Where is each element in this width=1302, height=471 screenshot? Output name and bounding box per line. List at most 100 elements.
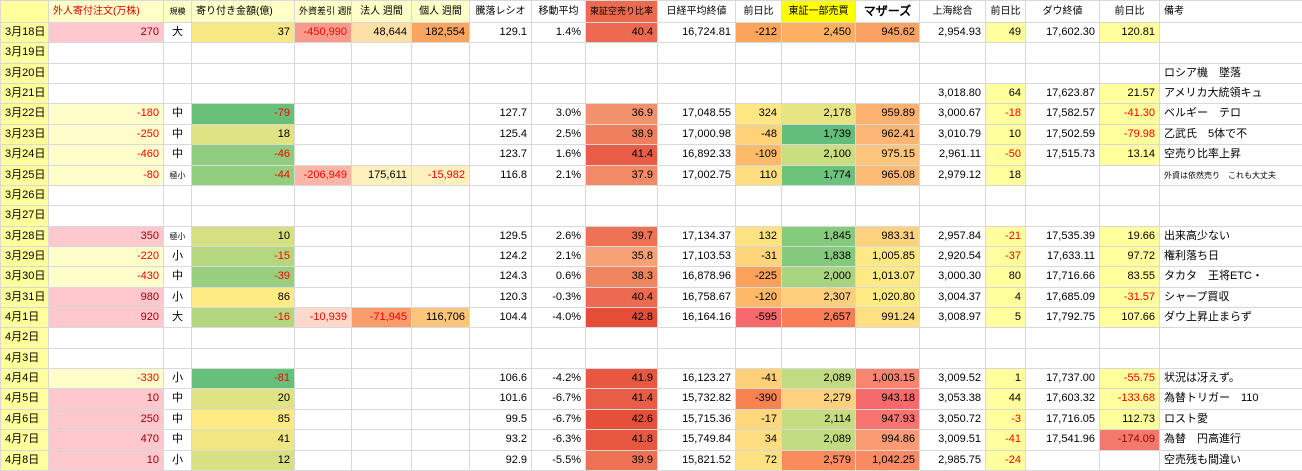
cell[interactable] xyxy=(192,185,295,205)
cell[interactable]: 1,042.25 xyxy=(856,450,920,470)
cell[interactable] xyxy=(782,348,856,368)
date-cell[interactable]: 3月30日 xyxy=(1,267,49,287)
cell[interactable]: 3,050.72 xyxy=(920,409,986,429)
cell[interactable]: 17,134.37 xyxy=(658,226,736,246)
cell[interactable] xyxy=(1100,348,1160,368)
cell[interactable] xyxy=(295,124,352,144)
cell[interactable]: -109 xyxy=(736,145,782,165)
cell[interactable]: 182,554 xyxy=(412,23,470,43)
cell[interactable]: 16,878.96 xyxy=(658,267,736,287)
cell[interactable]: -330 xyxy=(49,369,164,389)
cell[interactable] xyxy=(986,43,1026,63)
cell[interactable]: 44 xyxy=(986,389,1026,409)
cell[interactable]: 極小 xyxy=(164,165,192,185)
cell[interactable]: 20 xyxy=(192,389,295,409)
cell[interactable]: -18 xyxy=(986,104,1026,124)
cell[interactable]: 17,633.11 xyxy=(1026,246,1100,266)
cell[interactable] xyxy=(736,43,782,63)
cell[interactable]: 120.3 xyxy=(470,287,532,307)
cell[interactable]: 125.4 xyxy=(470,124,532,144)
cell[interactable]: 中 xyxy=(164,389,192,409)
cell[interactable]: 10 xyxy=(192,226,295,246)
cell[interactable]: 大 xyxy=(164,308,192,328)
cell[interactable] xyxy=(412,145,470,165)
cell[interactable]: -3 xyxy=(986,409,1026,429)
cell[interactable] xyxy=(295,246,352,266)
cell[interactable]: 72 xyxy=(736,450,782,470)
cell[interactable] xyxy=(412,409,470,429)
cell[interactable] xyxy=(782,328,856,348)
cell[interactable]: 35.8 xyxy=(586,246,658,266)
cell[interactable]: 18 xyxy=(986,165,1026,185)
cell[interactable]: 920 xyxy=(49,308,164,328)
cell[interactable]: 17,002.75 xyxy=(658,165,736,185)
cell[interactable]: 3,000.67 xyxy=(920,104,986,124)
cell[interactable]: -46 xyxy=(192,145,295,165)
cell[interactable]: 116,706 xyxy=(412,308,470,328)
cell[interactable]: 1,845 xyxy=(782,226,856,246)
cell[interactable] xyxy=(736,63,782,83)
cell[interactable] xyxy=(586,348,658,368)
cell[interactable]: -79 xyxy=(192,104,295,124)
cell[interactable] xyxy=(736,206,782,226)
cell[interactable]: 97.72 xyxy=(1100,246,1160,266)
cell[interactable] xyxy=(1100,328,1160,348)
cell[interactable]: -390 xyxy=(736,389,782,409)
cell[interactable]: 2.6% xyxy=(532,226,586,246)
cell[interactable] xyxy=(412,267,470,287)
cell[interactable] xyxy=(1026,63,1100,83)
cell[interactable] xyxy=(782,43,856,63)
cell[interactable]: 17,737.00 xyxy=(1026,369,1100,389)
cell[interactable] xyxy=(1026,165,1100,185)
cell[interactable]: 2,307 xyxy=(782,287,856,307)
cell[interactable]: 2,961.11 xyxy=(920,145,986,165)
cell[interactable]: 15,715.36 xyxy=(658,409,736,429)
date-cell[interactable]: 4月3日 xyxy=(1,348,49,368)
cell[interactable]: 83.55 xyxy=(1100,267,1160,287)
cell[interactable]: 37 xyxy=(192,23,295,43)
cell[interactable] xyxy=(192,206,295,226)
cell[interactable]: 123.7 xyxy=(470,145,532,165)
cell[interactable] xyxy=(412,246,470,266)
cell[interactable]: 112.73 xyxy=(1100,409,1160,429)
cell[interactable] xyxy=(295,185,352,205)
cell[interactable]: 18 xyxy=(192,124,295,144)
cell[interactable]: -31.57 xyxy=(1100,287,1160,307)
cell[interactable] xyxy=(49,84,164,104)
cell[interactable]: 85 xyxy=(192,409,295,429)
cell[interactable]: 17,000.98 xyxy=(658,124,736,144)
cell[interactable] xyxy=(1100,63,1160,83)
cell[interactable]: 1,020.80 xyxy=(856,287,920,307)
cell[interactable] xyxy=(1100,165,1160,185)
cell[interactable]: 2.1% xyxy=(532,165,586,185)
cell[interactable]: 17,792.75 xyxy=(1026,308,1100,328)
cell[interactable]: 962.41 xyxy=(856,124,920,144)
cell[interactable]: 86 xyxy=(192,287,295,307)
cell[interactable]: 2,089 xyxy=(782,369,856,389)
cell[interactable]: 2,450 xyxy=(782,23,856,43)
cell[interactable] xyxy=(49,206,164,226)
cell[interactable]: 40.4 xyxy=(586,23,658,43)
cell[interactable] xyxy=(412,348,470,368)
cell[interactable] xyxy=(1160,185,1302,205)
cell[interactable] xyxy=(352,450,412,470)
cell[interactable] xyxy=(412,104,470,124)
cell[interactable]: -80 xyxy=(49,165,164,185)
cell[interactable]: 3,053.38 xyxy=(920,389,986,409)
cell[interactable]: 3,010.79 xyxy=(920,124,986,144)
cell[interactable]: 16,758.67 xyxy=(658,287,736,307)
header-cell[interactable]: 個人 週間 xyxy=(412,1,470,23)
cell[interactable] xyxy=(412,185,470,205)
cell[interactable] xyxy=(1100,185,1160,205)
cell[interactable] xyxy=(586,63,658,83)
cell[interactable]: 2,985.75 xyxy=(920,450,986,470)
cell[interactable] xyxy=(1100,450,1160,470)
cell[interactable]: 250 xyxy=(49,409,164,429)
date-cell[interactable]: 3月21日 xyxy=(1,84,49,104)
date-cell[interactable]: 3月31日 xyxy=(1,287,49,307)
cell[interactable]: 12 xyxy=(192,450,295,470)
cell[interactable] xyxy=(1026,328,1100,348)
cell[interactable]: 中 xyxy=(164,409,192,429)
date-cell[interactable]: 3月23日 xyxy=(1,124,49,144)
cell[interactable] xyxy=(49,63,164,83)
